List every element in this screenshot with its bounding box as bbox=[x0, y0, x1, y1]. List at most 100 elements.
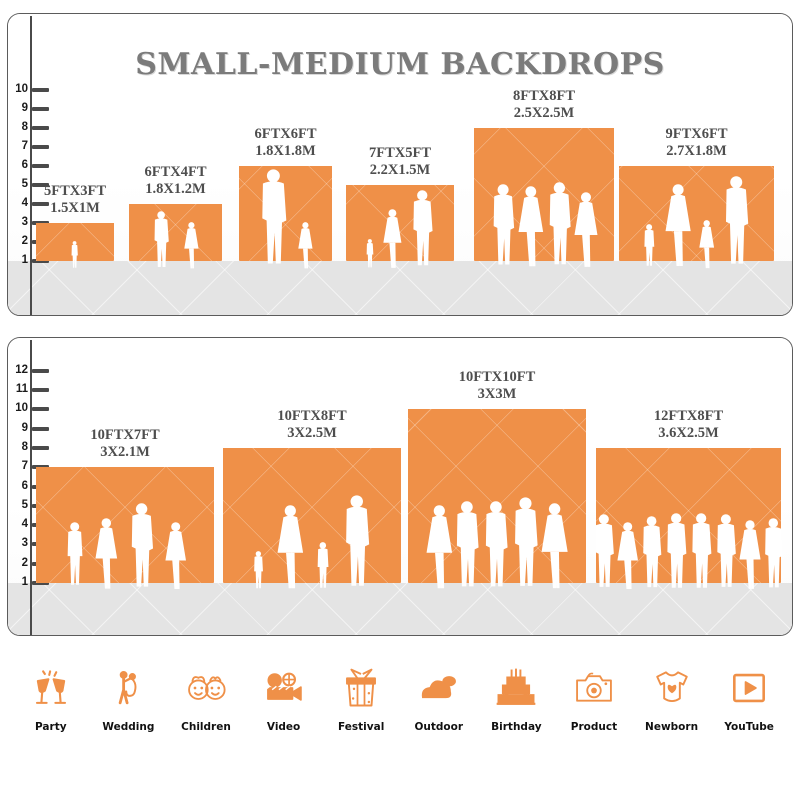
bar-label-metric: 3.6X2.5M bbox=[658, 424, 719, 441]
y-axis-tick-label: 2 bbox=[21, 556, 28, 569]
chart-panel-bottom: 1 2 3 4 5 6 7 8 9 10 11 12 10FTX7FT 3X2.1M 10FTX8FT 3X… bbox=[7, 337, 793, 636]
use-case-product[interactable]: Product bbox=[555, 660, 633, 733]
bar-label-metric: 3X2.1M bbox=[100, 444, 150, 461]
bar bbox=[223, 447, 401, 584]
bar-label-size: 6FTX6FT bbox=[254, 126, 317, 142]
y-axis-line bbox=[30, 16, 32, 315]
use-case-festival[interactable]: Festival bbox=[322, 660, 400, 733]
y-axis-tick-label: 11 bbox=[15, 383, 28, 395]
chart-panel-top: SMALL-MEDIUM BACKDROPS 1 2 3 4 5 6 7 8 9 10 5FTX3F… bbox=[7, 13, 793, 316]
bar-label-size: 10FTX8FT bbox=[277, 407, 347, 424]
use-case-label: Children bbox=[181, 721, 231, 733]
y-axis-tick bbox=[32, 183, 49, 187]
use-case-outdoor[interactable]: Outdoor bbox=[400, 660, 478, 733]
y-axis-tick bbox=[32, 368, 49, 373]
y-axis-tick-label: 9 bbox=[21, 421, 28, 434]
bar bbox=[596, 447, 781, 584]
floor-strip bbox=[8, 583, 792, 635]
y-axis-tick-label: 3 bbox=[21, 537, 28, 550]
y-axis-tick bbox=[32, 445, 49, 450]
outdoor-icon bbox=[411, 660, 467, 716]
use-case-label: Festival bbox=[338, 721, 385, 733]
bar-label: 8FTX8FT 2.5X2.5M bbox=[444, 88, 644, 122]
bar-label-size: 10FTX10FT bbox=[458, 369, 536, 386]
bar bbox=[619, 166, 774, 261]
y-axis-tick bbox=[32, 164, 49, 168]
use-case-video[interactable]: Video bbox=[245, 660, 323, 733]
use-case-children[interactable]: Children bbox=[167, 660, 245, 733]
bar-label: 6FTX4FT 1.8X1.2M bbox=[99, 164, 252, 198]
y-axis-tick-label: 2 bbox=[21, 235, 28, 247]
use-case-icon-row: Party Wedding Children Video bbox=[12, 660, 788, 760]
use-case-youtube[interactable]: YouTube bbox=[710, 660, 788, 733]
bar-label-size: 12FTX8FT bbox=[653, 407, 724, 424]
y-axis-tick-label: 10 bbox=[15, 402, 28, 415]
use-case-label: Party bbox=[35, 721, 67, 733]
festival-icon bbox=[333, 660, 389, 716]
use-case-label: Newborn bbox=[645, 721, 699, 733]
video-icon bbox=[256, 660, 312, 716]
bar bbox=[408, 409, 586, 583]
y-axis-tick bbox=[32, 407, 49, 412]
bar-label-metric: 2.2X1.5M bbox=[369, 162, 431, 178]
y-axis-tick-label: 3 bbox=[21, 216, 28, 228]
bar-label: 7FTX5FT 2.2X1.5M bbox=[316, 145, 484, 179]
bar bbox=[36, 467, 214, 583]
use-case-label: YouTube bbox=[724, 721, 774, 733]
y-axis-tick bbox=[32, 202, 49, 206]
bar-label-metric: 2.7X1.8M bbox=[666, 143, 727, 159]
bar-label-size: 5FTX3FT bbox=[43, 183, 107, 199]
y-axis-tick-label: 1 bbox=[21, 576, 28, 588]
y-axis-tick-label: 8 bbox=[21, 121, 28, 133]
use-case-label: Product bbox=[570, 721, 618, 733]
use-case-label: Wedding bbox=[102, 721, 155, 733]
y-axis-tick-label: 7 bbox=[21, 140, 28, 152]
bar bbox=[129, 204, 222, 261]
y-axis-tick-label: 6 bbox=[21, 159, 28, 171]
use-case-wedding[interactable]: Wedding bbox=[90, 660, 168, 733]
use-case-newborn[interactable]: Newborn bbox=[633, 660, 711, 733]
y-axis-tick bbox=[32, 107, 49, 111]
y-axis-tick-label: 5 bbox=[21, 498, 28, 511]
bar-label-size: 10FTX7FT bbox=[90, 427, 160, 444]
y-axis-tick bbox=[32, 426, 49, 431]
bar-label-size: 9FTX6FT bbox=[665, 126, 728, 142]
use-case-birthday[interactable]: Birthday bbox=[478, 660, 556, 733]
y-axis-tick-label: 7 bbox=[21, 460, 28, 473]
bar-label: 12FTX8FT 3.6X2.5M bbox=[566, 407, 792, 442]
newborn-icon bbox=[644, 660, 700, 716]
bar bbox=[36, 223, 114, 261]
y-axis-tick-label: 10 bbox=[15, 83, 28, 95]
bar-label-metric: 3X2.5M bbox=[287, 424, 337, 441]
plot-area-bottom: 1 2 3 4 5 6 7 8 9 10 11 12 10FTX7FT 3X2.1M 10FTX8FT 3X… bbox=[8, 338, 792, 635]
product-icon bbox=[566, 660, 622, 716]
y-axis-tick-label: 1 bbox=[21, 254, 28, 266]
bar-label-metric: 1.8X1.8M bbox=[255, 143, 316, 159]
page-title: SMALL-MEDIUM BACKDROPS bbox=[135, 47, 665, 82]
y-axis-tick-label: 4 bbox=[21, 197, 28, 209]
use-case-label: Video bbox=[266, 721, 301, 733]
bar-label-size: 7FTX5FT bbox=[368, 145, 432, 161]
use-case-party[interactable]: Party bbox=[12, 660, 90, 733]
y-axis-tick-label: 6 bbox=[21, 479, 28, 492]
bar bbox=[239, 166, 332, 261]
bar-label: 10FTX8FT 3X2.5M bbox=[193, 408, 431, 442]
y-axis-tick bbox=[32, 126, 49, 130]
floor-strip bbox=[8, 261, 792, 315]
use-case-label: Outdoor bbox=[414, 721, 464, 733]
bar bbox=[346, 185, 454, 261]
bar-label: 6FTX6FT 1.8X1.8M bbox=[209, 126, 362, 160]
y-axis-tick bbox=[32, 388, 49, 392]
y-axis-tick bbox=[32, 581, 49, 585]
y-axis-tick bbox=[32, 88, 49, 92]
y-axis-tick-label: 5 bbox=[21, 178, 28, 190]
y-axis-tick bbox=[32, 145, 49, 149]
bar-label-metric: 1.8X1.2M bbox=[145, 181, 206, 197]
bar-label-size: 6FTX4FT bbox=[144, 164, 207, 180]
y-axis-tick-label: 4 bbox=[21, 518, 28, 531]
bar-label-size: 8FTX8FT bbox=[512, 88, 576, 104]
use-case-label: Birthday bbox=[491, 721, 542, 733]
wedding-icon bbox=[100, 660, 156, 716]
bar-label-metric: 2.5X2.5M bbox=[513, 105, 575, 121]
